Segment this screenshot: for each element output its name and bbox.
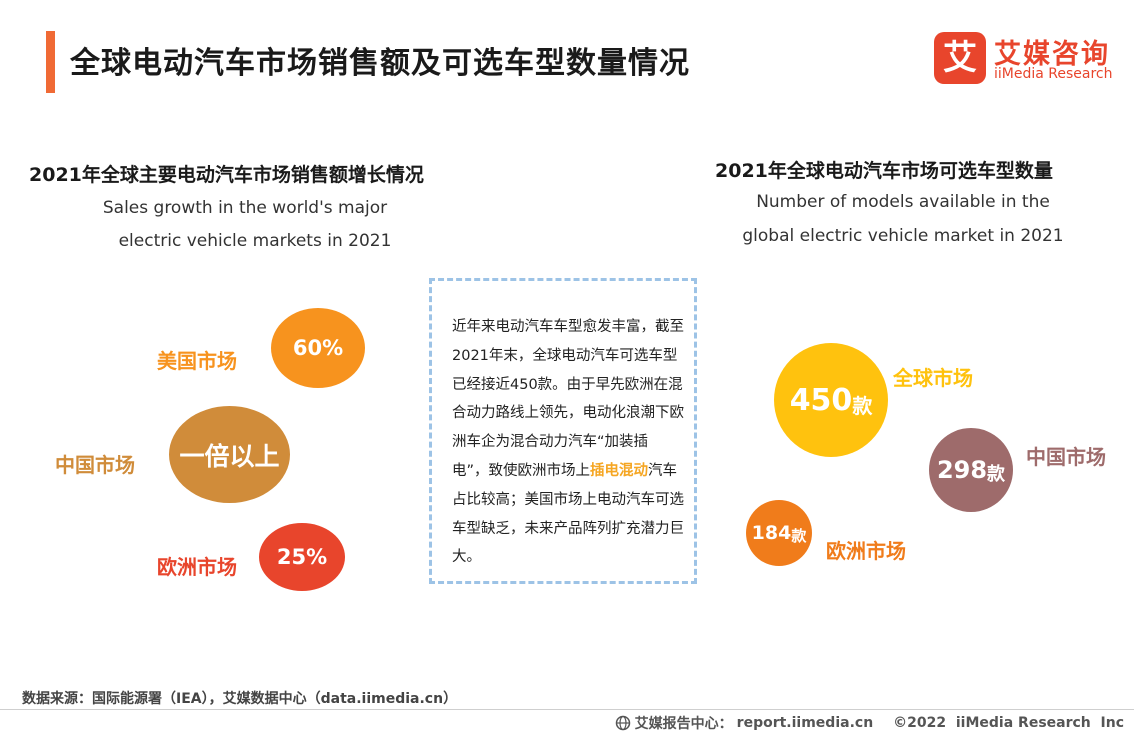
china-models-market-label: 中国市场 <box>1026 445 1106 469</box>
europe-models-unit: 款 <box>791 526 807 545</box>
brand-logo: 艾 艾媒咨询 iiMedia Research <box>934 32 1124 86</box>
right-section-title: 2021年全球电动汽车市场可选车型数量 <box>715 160 1053 182</box>
global-models-unit: 款 <box>852 393 873 418</box>
insight-highlight: 插电混动 <box>590 462 649 479</box>
report-center-label: 艾媒报告中心： <box>634 716 733 732</box>
logo-name-en: iiMedia Research <box>994 66 1113 82</box>
europe-models-market-label: 欧洲市场 <box>826 539 906 563</box>
left-section-subtitle-line1: Sales growth in the world's major <box>102 198 388 218</box>
global-market-label: 全球市场 <box>893 366 973 390</box>
china-market-label: 中国市场 <box>55 453 135 477</box>
insight-text-part1: 近年来电动汽车车型愈发丰富，截至2021年末，全球电动汽车可选车型已经接近450… <box>452 319 684 479</box>
right-section-subtitle-line1: Number of models available in the <box>756 192 1050 212</box>
right-section-subtitle-line2: global electric vehicle market in 2021 <box>742 226 1064 246</box>
page-title: 全球电动汽车市场销售额及可选车型数量情况 <box>70 46 690 81</box>
insight-text: 近年来电动汽车车型愈发丰富，截至2021年末，全球电动汽车可选车型已经接近450… <box>452 313 684 572</box>
europe-growth-value: 25% <box>276 545 328 569</box>
china-models-bubble: 298 款 <box>929 428 1013 512</box>
global-models-bubble: 450 款 <box>774 343 888 457</box>
us-growth-bubble: 60% <box>271 308 365 388</box>
global-models-value: 450 <box>789 382 853 418</box>
china-models-value: 298 <box>936 456 988 484</box>
china-growth-value: 一倍以上 <box>179 441 280 471</box>
data-source: 数据来源：国际能源署（IEA），艾媒数据中心（data.iimedia.cn） <box>22 691 458 707</box>
globe-icon <box>615 715 630 731</box>
title-accent-bar <box>46 31 55 93</box>
logo-name-cn: 艾媒咨询 <box>994 39 1110 70</box>
logo-mark-icon <box>934 32 986 84</box>
logo-mark-char: 艾 <box>943 38 977 78</box>
report-center-link[interactable]: report.iimedia.cn <box>736 715 874 731</box>
left-section-subtitle-line2: electric vehicle markets in 2021 <box>118 231 392 251</box>
insight-text-box: 近年来电动汽车车型愈发丰富，截至2021年末，全球电动汽车可选车型已经接近450… <box>429 278 697 584</box>
europe-models-value: 184 <box>751 522 792 544</box>
us-growth-value: 60% <box>292 336 344 360</box>
us-market-label: 美国市场 <box>157 349 237 373</box>
china-models-unit: 款 <box>987 464 1006 485</box>
europe-growth-bubble: 25% <box>259 523 345 591</box>
europe-market-label: 欧洲市场 <box>157 555 237 579</box>
copyright: ©2022 iiMedia Research Inc <box>893 715 1124 731</box>
europe-models-bubble: 184 款 <box>746 500 812 566</box>
footer-divider <box>0 709 1134 710</box>
left-section-title: 2021年全球主要电动汽车市场销售额增长情况 <box>29 164 424 186</box>
china-growth-bubble: 一倍以上 <box>169 406 290 503</box>
footer: 艾媒报告中心： report.iimedia.cn ©2022 iiMedia … <box>615 713 1124 733</box>
insight-text-part2: 汽车占比较高；美国市场上电动汽车可选车型缺乏，未来产品阵列扩充潜力巨大。 <box>452 462 684 566</box>
